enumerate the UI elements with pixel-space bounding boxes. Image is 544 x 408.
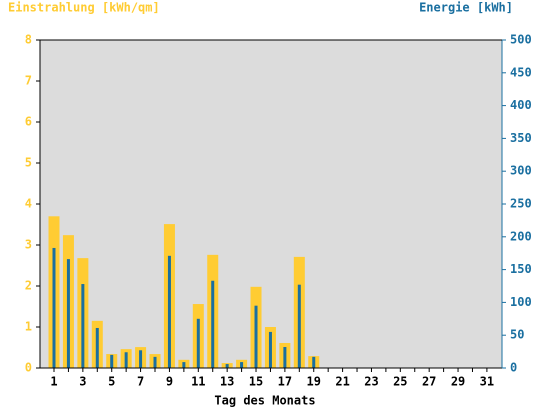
bar <box>312 356 316 368</box>
x-tick-label: 13 <box>220 375 234 389</box>
bar <box>52 247 56 368</box>
y-axis-title: Einstrahlung [kWh/qm] <box>8 1 160 15</box>
y2-tick-label: 300 <box>510 164 532 178</box>
plot-area <box>40 40 502 368</box>
y-tick-label: 6 <box>25 115 32 129</box>
y2-tick-label: 450 <box>510 65 532 79</box>
bar <box>110 354 114 368</box>
x-tick-label: 23 <box>364 375 378 389</box>
y-tick-label: 8 <box>25 33 32 47</box>
y2-axis-title: Energie [kWh] <box>419 1 513 15</box>
x-tick-label: 17 <box>278 375 292 389</box>
bar <box>240 362 244 368</box>
y2-tick-label: 200 <box>510 229 532 243</box>
y2-tick-label: 0 <box>510 361 517 375</box>
y-tick-label: 4 <box>25 197 32 211</box>
bar <box>268 331 272 368</box>
x-tick-label: 21 <box>335 375 349 389</box>
y-tick-label: 2 <box>25 279 32 293</box>
y-tick-label: 3 <box>25 238 32 252</box>
bar <box>254 305 258 368</box>
bar <box>95 327 99 368</box>
bar <box>153 356 157 368</box>
bar <box>283 347 287 368</box>
y-tick-label: 5 <box>25 156 32 170</box>
x-tick-label: 9 <box>166 375 173 389</box>
x-tick-label: 7 <box>137 375 144 389</box>
y2-tick-label: 250 <box>510 197 532 211</box>
bar <box>196 318 200 368</box>
bar <box>297 284 301 368</box>
y2-tick-label: 350 <box>510 131 532 145</box>
bar <box>124 352 128 368</box>
bar <box>81 284 85 368</box>
y2-tick-label: 100 <box>510 295 532 309</box>
bar <box>225 364 229 368</box>
bar <box>167 255 171 368</box>
bar <box>182 362 186 368</box>
x-tick-label: 19 <box>307 375 321 389</box>
x-axis-title: Tag des Monats <box>214 394 315 408</box>
x-tick-label: 29 <box>451 375 465 389</box>
y2-tick-label: 50 <box>510 328 524 342</box>
bar <box>66 259 70 368</box>
y-tick-label: 0 <box>25 361 32 375</box>
y-tick-label: 7 <box>25 74 32 88</box>
y2-tick-label: 500 <box>510 33 532 47</box>
bar <box>139 350 143 368</box>
y2-tick-label: 400 <box>510 98 532 112</box>
x-tick-label: 27 <box>422 375 436 389</box>
x-tick-label: 5 <box>108 375 115 389</box>
x-tick-label: 15 <box>249 375 263 389</box>
x-tick-label: 11 <box>191 375 205 389</box>
x-tick-label: 31 <box>480 375 494 389</box>
y2-tick-label: 150 <box>510 262 532 276</box>
y-tick-label: 1 <box>25 320 32 334</box>
x-tick-label: 25 <box>393 375 407 389</box>
bar <box>211 280 215 368</box>
x-tick-label: 1 <box>50 375 57 389</box>
x-tick-label: 3 <box>79 375 86 389</box>
